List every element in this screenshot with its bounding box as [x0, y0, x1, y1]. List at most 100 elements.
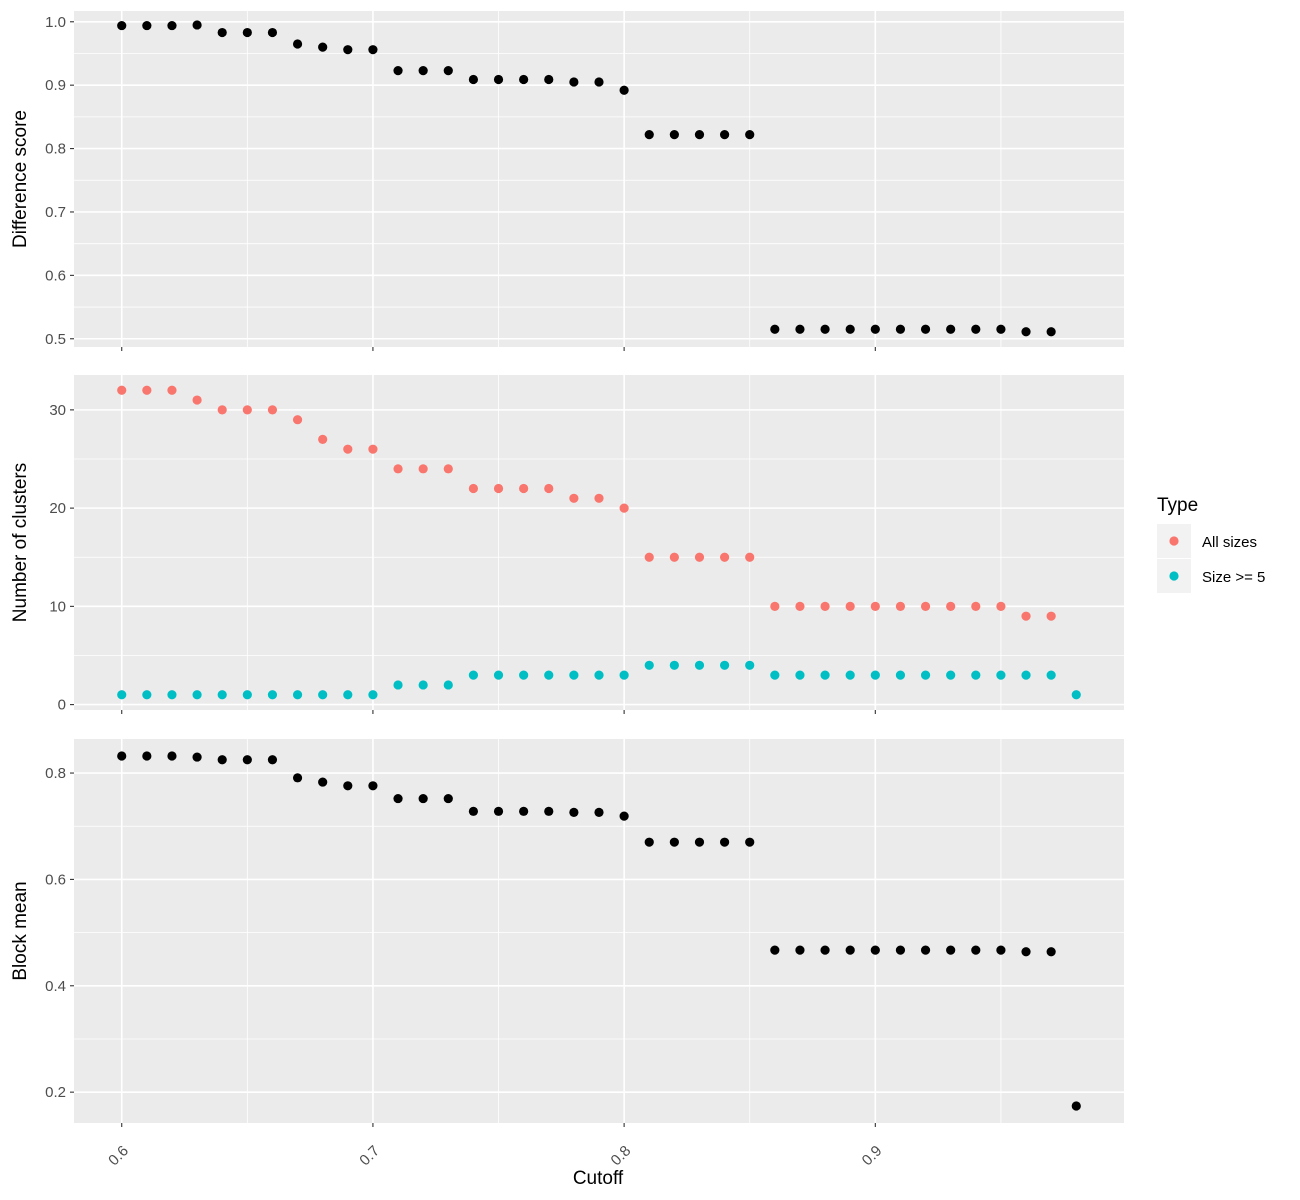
data-point: [996, 670, 1006, 680]
data-point: [594, 670, 604, 680]
data-point: [920, 324, 931, 334]
data-point: [694, 130, 705, 140]
data-point: [845, 324, 855, 334]
data-point: [393, 680, 403, 690]
legend-label-all-sizes: All sizes: [1202, 534, 1257, 551]
data-point: [519, 74, 529, 85]
data-point: [719, 837, 730, 847]
data-point: [845, 945, 855, 955]
series-size-5: [117, 660, 1081, 700]
data-point: [1046, 611, 1056, 621]
panel-background: [74, 375, 1124, 710]
data-point: [242, 690, 252, 700]
data-point: [468, 74, 479, 85]
data-point: [619, 85, 629, 95]
data-point: [368, 444, 378, 454]
data-point: [192, 20, 202, 30]
data-point: [393, 65, 403, 76]
data-point: [996, 601, 1006, 611]
data-point: [920, 945, 931, 955]
data-point: [795, 324, 805, 334]
data-point: [418, 464, 428, 474]
chart-panels: 0.5 0.6 0.7 0.8 0.9 1.0 Difference score 0 10 20 3…: [10, 11, 1124, 1169]
data-point: [669, 130, 679, 140]
y-tick-label: 10: [49, 598, 66, 615]
data-point: [996, 945, 1006, 955]
data-point: [368, 781, 378, 791]
legend-marker-size-5: [1169, 571, 1179, 581]
data-point: [920, 601, 931, 611]
data-point: [519, 483, 529, 494]
data-point: [1021, 327, 1031, 337]
data-point: [644, 552, 654, 562]
data-point: [971, 324, 981, 334]
data-point: [719, 552, 730, 562]
data-point: [493, 806, 504, 816]
data-point: [343, 45, 353, 55]
data-point: [569, 77, 579, 87]
x-axis-title: Cutoff: [573, 1168, 624, 1189]
data-point: [820, 324, 830, 334]
data-point: [946, 601, 956, 611]
data-point: [217, 755, 227, 765]
data-point: [117, 751, 127, 761]
panel-difference-score: 0.5 0.6 0.7 0.8 0.9 1.0 Difference score: [10, 11, 1124, 351]
data-point: [594, 807, 604, 817]
y-tick-label: 0.5: [45, 331, 66, 348]
data-point: [870, 670, 880, 680]
data-point: [267, 755, 278, 765]
data-point: [594, 77, 604, 87]
data-point: [142, 20, 152, 31]
x-tick-label: 0.9: [859, 1142, 886, 1169]
y-tick-label: 0.7: [45, 204, 66, 221]
legend-title: Type: [1157, 495, 1198, 516]
y-tick-label: 0: [58, 697, 66, 714]
data-point: [544, 670, 554, 680]
data-point: [870, 324, 880, 334]
data-point: [971, 945, 981, 955]
data-point: [795, 670, 805, 680]
series-all-sizes: [117, 385, 1056, 621]
data-point: [318, 42, 328, 52]
panel-background: [74, 11, 1124, 347]
data-point: [443, 65, 453, 76]
data-point: [1046, 947, 1056, 957]
data-point: [167, 690, 177, 700]
y-tick-label: 30: [49, 402, 66, 419]
data-point: [795, 601, 805, 611]
data-point: [669, 660, 679, 670]
y-axis-title: Number of clusters: [10, 463, 31, 622]
gridlines: [74, 739, 1124, 1123]
data-point: [242, 405, 252, 415]
series-points: [117, 751, 1081, 1111]
data-point: [443, 793, 453, 804]
data-point: [368, 690, 378, 700]
data-point: [946, 945, 956, 955]
data-point: [644, 130, 654, 140]
data-point: [167, 385, 177, 395]
data-point: [343, 690, 353, 700]
data-point: [142, 751, 152, 761]
data-point: [292, 690, 303, 700]
legend-marker-all-sizes: [1169, 536, 1179, 546]
data-point: [770, 945, 780, 955]
data-point: [870, 601, 880, 611]
data-point: [418, 65, 428, 76]
data-point: [292, 39, 303, 49]
y-tick-label: 0.8: [45, 765, 66, 782]
data-point: [946, 670, 956, 680]
data-point: [468, 670, 479, 680]
data-point: [267, 405, 278, 415]
data-point: [820, 670, 830, 680]
data-point: [217, 27, 227, 38]
data-point: [117, 20, 127, 31]
data-point: [795, 945, 805, 955]
data-point: [971, 670, 981, 680]
data-point: [694, 552, 705, 562]
data-point: [619, 670, 629, 680]
data-point: [1021, 670, 1031, 680]
data-point: [443, 464, 453, 474]
data-point: [217, 405, 227, 415]
data-point: [519, 670, 529, 680]
data-point: [393, 793, 403, 804]
